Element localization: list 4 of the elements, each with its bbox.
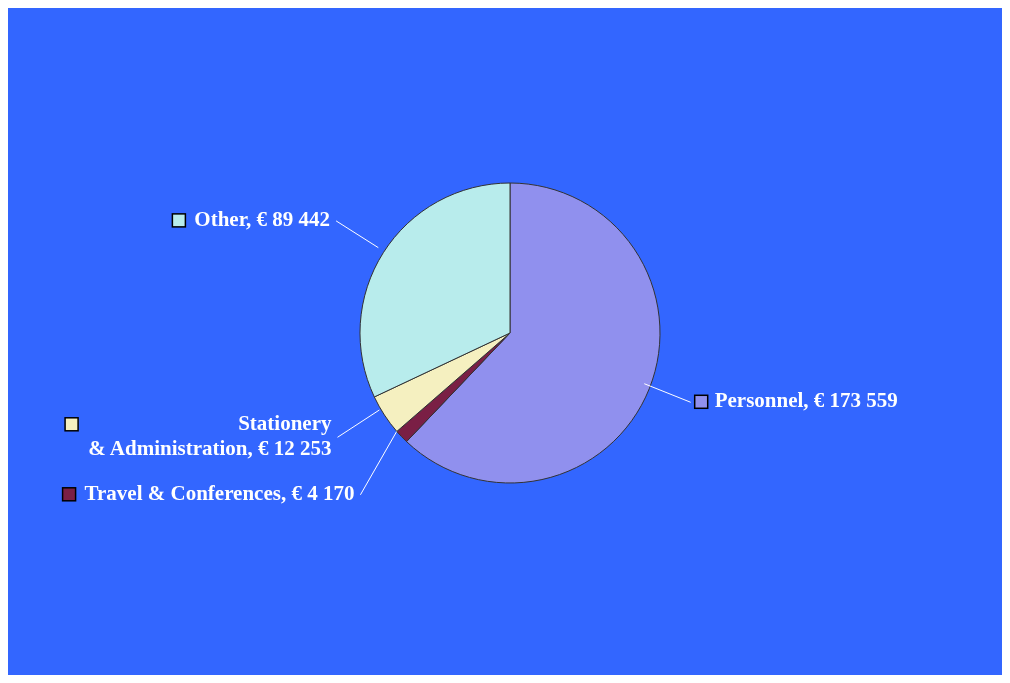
- legend-label: Travel & Conferences, € 4 170: [84, 480, 355, 505]
- slice-label: Stationery & Administration, € 12 253: [88, 410, 332, 460]
- legend-label: Personnel, € 173 559: [714, 388, 898, 413]
- legend-label: Other, € 89 442: [194, 206, 331, 231]
